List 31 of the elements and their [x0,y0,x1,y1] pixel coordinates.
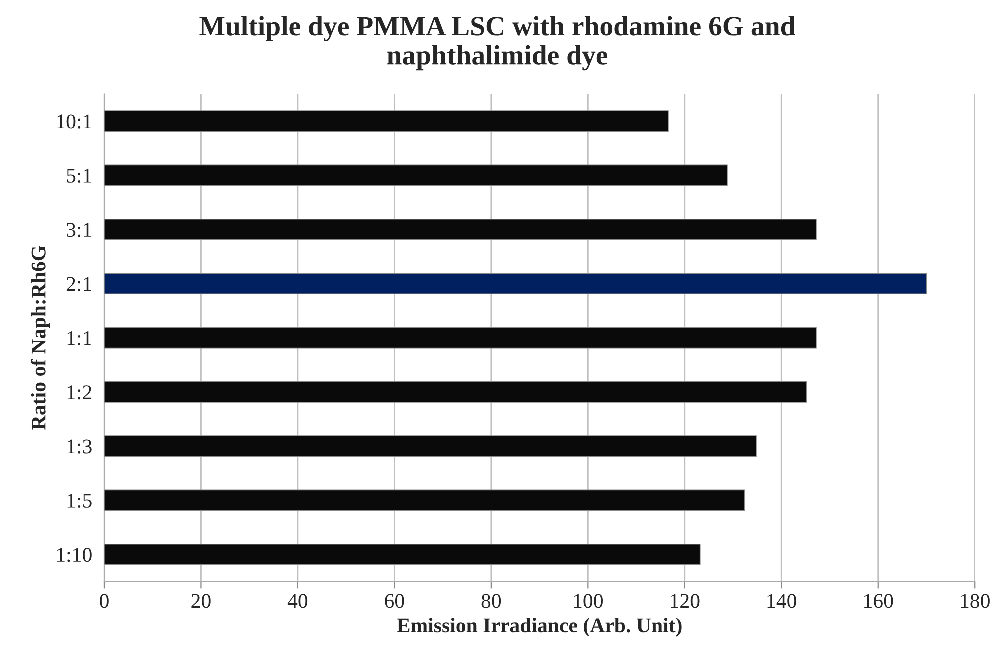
x-tick-label: 80 [482,594,502,608]
y-tick-label: 1:2 [68,386,92,400]
x-tick-label: 180 [961,594,990,608]
y-tick-label: 10:1 [57,114,92,129]
x-axis-title: Emission Irradiance (Arb. Unit) [397,618,682,637]
bar [104,327,817,349]
bar [104,490,746,512]
bar [104,273,928,295]
bar [104,218,817,240]
x-tick-label: 100 [574,594,603,608]
x-tick-label: 0 [100,594,109,608]
y-tick-label: 1:10 [57,548,92,562]
y-tick-label: 3:1 [67,223,92,238]
x-tick-label: 160 [864,594,894,608]
y-axis-title: Ratio of Naph:Rh6G [30,246,50,430]
y-tick-label: 1:1 [68,331,92,346]
bar [104,164,728,186]
y-tick-label: 1:3 [68,440,92,454]
y-tick-label: 2:1 [66,277,92,292]
x-tick-label: 120 [671,594,700,608]
y-tick-label: 5:1 [67,168,92,184]
bar [104,381,808,403]
x-tick-label: 40 [288,594,308,608]
bar [104,436,757,458]
x-tick-label: 140 [768,594,796,608]
bar [104,544,701,566]
y-tick-label: 1:5 [68,494,92,508]
x-tick-label: 20 [192,594,211,608]
bar [104,110,669,132]
x-tick-label: 60 [385,594,404,608]
chart-title: Multiple dye PMMA LSC with rhodamine 6G and naphthalimide dye [200,16,796,71]
